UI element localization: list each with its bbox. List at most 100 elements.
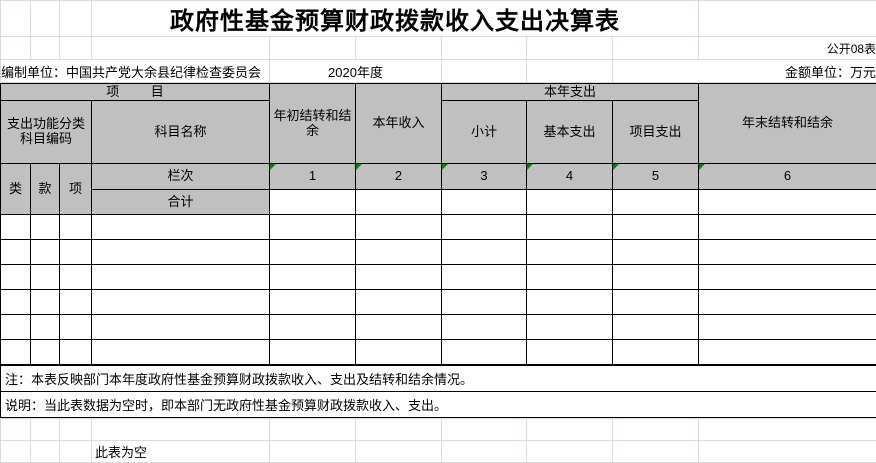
cell-basic-expenditure[interactable] <box>527 315 613 340</box>
cell-project-expenditure[interactable] <box>613 315 699 340</box>
cell-subject-name[interactable] <box>92 215 270 240</box>
cell-begin-balance[interactable] <box>270 315 356 340</box>
cell-code-item[interactable] <box>60 315 92 340</box>
cell-blank[interactable] <box>60 1 92 37</box>
cell-begin-balance[interactable] <box>270 215 356 240</box>
cell-subject-name[interactable] <box>92 315 270 340</box>
cell-blank[interactable] <box>527 419 613 441</box>
cell-subtotal[interactable] <box>442 340 527 365</box>
cell-blank[interactable] <box>270 441 356 463</box>
cell-code-section[interactable] <box>31 265 60 290</box>
cell-basic-expenditure[interactable] <box>527 240 613 265</box>
cell-end-balance[interactable] <box>699 240 876 265</box>
cell-blank[interactable] <box>442 37 527 60</box>
cell-blank[interactable] <box>31 441 60 463</box>
cell-blank[interactable] <box>60 419 92 441</box>
cell-subtotal[interactable] <box>442 215 527 240</box>
cell-code-item[interactable] <box>60 290 92 315</box>
cell-blank[interactable] <box>613 37 699 60</box>
cell-code-section[interactable] <box>31 240 60 265</box>
cell-blank[interactable] <box>31 37 60 60</box>
cell-basic-expenditure[interactable] <box>527 340 613 365</box>
cell-project-expenditure[interactable] <box>613 240 699 265</box>
total-value-5[interactable] <box>613 190 699 215</box>
cell-year-income[interactable] <box>356 340 442 365</box>
cell-subject-name[interactable] <box>92 240 270 265</box>
cell-end-balance[interactable] <box>699 315 876 340</box>
cell-basic-expenditure[interactable] <box>527 265 613 290</box>
cell-blank[interactable] <box>1 1 31 37</box>
total-value-3[interactable] <box>442 190 527 215</box>
cell-begin-balance[interactable] <box>270 340 356 365</box>
cell-blank[interactable] <box>31 1 60 37</box>
cell-blank[interactable] <box>1 419 31 441</box>
cell-blank[interactable] <box>442 60 527 83</box>
cell-code-class[interactable] <box>1 215 31 240</box>
cell-year-income[interactable] <box>356 315 442 340</box>
cell-blank[interactable] <box>92 37 270 60</box>
cell-blank[interactable] <box>613 419 699 441</box>
cell-project-expenditure[interactable] <box>613 265 699 290</box>
cell-subtotal[interactable] <box>442 290 527 315</box>
cell-year-income[interactable] <box>356 290 442 315</box>
cell-blank[interactable] <box>92 419 270 441</box>
cell-blank[interactable] <box>442 441 527 463</box>
total-value-1[interactable] <box>270 190 356 215</box>
cell-code-class[interactable] <box>1 315 31 340</box>
cell-subject-name[interactable] <box>92 290 270 315</box>
cell-end-balance[interactable] <box>699 340 876 365</box>
cell-basic-expenditure[interactable] <box>527 215 613 240</box>
cell-project-expenditure[interactable] <box>613 290 699 315</box>
total-value-2[interactable] <box>356 190 442 215</box>
cell-end-balance[interactable] <box>699 265 876 290</box>
cell-blank[interactable] <box>527 441 613 463</box>
cell-subtotal[interactable] <box>442 240 527 265</box>
cell-code-section[interactable] <box>31 315 60 340</box>
cell-code-section[interactable] <box>31 290 60 315</box>
cell-blank[interactable] <box>613 441 699 463</box>
cell-subtotal[interactable] <box>442 315 527 340</box>
cell-subject-name[interactable] <box>92 265 270 290</box>
cell-blank[interactable] <box>527 60 613 83</box>
cell-blank[interactable] <box>527 37 613 60</box>
cell-code-item[interactable] <box>60 215 92 240</box>
cell-code-item[interactable] <box>60 240 92 265</box>
cell-code-section[interactable] <box>31 340 60 365</box>
cell-end-balance[interactable] <box>699 215 876 240</box>
cell-blank[interactable] <box>356 419 442 441</box>
cell-subtotal[interactable] <box>442 265 527 290</box>
cell-blank[interactable] <box>1 441 31 463</box>
cell-blank[interactable] <box>356 37 442 60</box>
cell-blank[interactable] <box>356 441 442 463</box>
cell-year-income[interactable] <box>356 240 442 265</box>
cell-blank[interactable] <box>270 37 356 60</box>
total-value-6[interactable] <box>699 190 876 215</box>
total-value-4[interactable] <box>527 190 613 215</box>
cell-blank[interactable] <box>699 441 876 463</box>
cell-code-class[interactable] <box>1 290 31 315</box>
cell-year-income[interactable] <box>356 215 442 240</box>
cell-begin-balance[interactable] <box>270 290 356 315</box>
cell-project-expenditure[interactable] <box>613 340 699 365</box>
cell-basic-expenditure[interactable] <box>527 290 613 315</box>
cell-blank[interactable] <box>60 37 92 60</box>
cell-begin-balance[interactable] <box>270 240 356 265</box>
cell-code-section[interactable] <box>31 215 60 240</box>
cell-blank[interactable] <box>442 419 527 441</box>
cell-blank[interactable] <box>699 1 876 37</box>
cell-code-item[interactable] <box>60 340 92 365</box>
cell-blank[interactable] <box>270 419 356 441</box>
cell-code-class[interactable] <box>1 265 31 290</box>
cell-end-balance[interactable] <box>699 290 876 315</box>
cell-year-income[interactable] <box>356 265 442 290</box>
cell-blank[interactable] <box>31 419 60 441</box>
cell-subject-name[interactable] <box>92 340 270 365</box>
cell-blank[interactable] <box>699 419 876 441</box>
cell-blank[interactable] <box>60 441 92 463</box>
cell-code-item[interactable] <box>60 265 92 290</box>
cell-project-expenditure[interactable] <box>613 215 699 240</box>
cell-code-class[interactable] <box>1 340 31 365</box>
cell-begin-balance[interactable] <box>270 265 356 290</box>
cell-blank[interactable] <box>1 37 31 60</box>
cell-code-class[interactable] <box>1 240 31 265</box>
